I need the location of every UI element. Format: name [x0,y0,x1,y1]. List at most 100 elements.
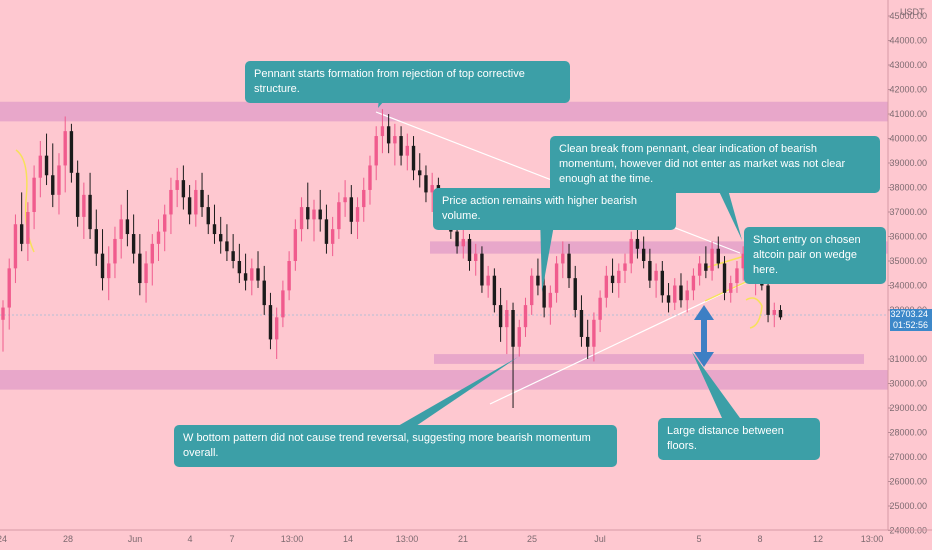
candle-body [57,165,61,195]
price-tick-label: 36000.00 [889,232,927,242]
candle-body [610,275,615,284]
candle [418,153,422,188]
candle-body [654,270,658,281]
candle-body [393,136,397,144]
price-tick-label: 43000.00 [889,60,927,70]
candle [138,234,142,296]
candle [287,251,291,301]
price-tick-label: 42000.00 [889,85,927,95]
candle-body [324,219,329,244]
candle [729,275,733,303]
candle-body [641,248,646,261]
zone-band [0,101,888,122]
candle [256,251,260,288]
candle-body [480,253,484,286]
candle-body [548,292,553,308]
candle-body [343,197,347,203]
time-axis[interactable]: 24 28 Jun 4 7 13:00 14 13:00 21 25 Jul 5 8 12 13:00 [0,529,932,544]
candle [362,177,366,222]
time-tick-label: 13:00 [396,534,419,544]
candle [530,268,534,315]
wedge-lower-line [704,280,749,302]
time-tick-label: 4 [187,534,192,544]
candle [660,261,665,303]
candle [480,246,484,293]
candle-body [169,189,173,215]
candle-body [7,268,11,308]
candle [343,180,347,217]
candle [405,133,409,171]
time-tick-label: Jul [594,534,606,544]
time-tick-label: 7 [229,534,234,544]
candle-body [113,238,117,264]
candle [299,197,304,242]
candle-body [38,155,43,178]
candle-body [362,189,366,208]
candle [536,258,540,296]
candle [125,189,130,247]
candle [393,123,397,166]
candle [231,234,235,269]
candle [318,189,322,232]
candle-body [604,275,609,298]
candle-body [424,175,428,193]
candle-body [679,285,683,301]
candle-body [554,263,559,293]
candle [293,219,298,271]
candle-body [138,253,142,284]
candle [380,109,385,154]
candle [741,246,745,281]
candle-body [386,126,391,144]
candle [181,165,186,210]
price-tick-label: 35000.00 [889,256,927,266]
candle [88,172,92,239]
candle-body [131,234,136,254]
candle [629,231,633,274]
time-tick-label: 28 [63,534,73,544]
time-tick-label: 5 [696,534,701,544]
candle-body [399,136,403,156]
candle [486,265,490,298]
candle-body [250,268,254,281]
price-tick-label: 34000.00 [889,281,927,291]
price-tick-label: 38000.00 [889,183,927,193]
candle [511,302,515,408]
price-tick-label: 45000.00 [889,11,927,21]
candle-body [107,263,111,279]
candle [710,241,714,281]
candle-body [474,253,478,261]
candle [32,165,36,230]
candle [623,253,627,284]
price-axis[interactable]: 46000.0045000.0044000.0043000.0042000.00… [887,0,927,536]
candle [554,256,559,303]
candle [107,246,111,301]
candle-body [716,248,720,264]
price-tick-label: 44000.00 [889,36,927,46]
price-tick-label: 37000.00 [889,207,927,217]
candle-body [330,229,335,244]
candle-body [666,295,671,303]
candle [144,251,148,303]
candle [312,199,316,242]
annotation-price-action: Price action remains with higher bearish… [433,188,676,230]
time-tick-label: 14 [343,534,353,544]
candle [250,258,254,296]
candle [610,258,615,293]
candle [573,265,577,318]
candle [716,236,720,269]
candle-body [268,305,273,340]
candle [592,312,596,362]
annotation-w-bottom: W bottom pattern did not cause trend rev… [174,425,617,467]
candle [399,126,403,166]
distance-arrow [694,305,714,367]
candle [604,265,609,308]
candle [349,185,354,235]
candle-body [13,224,18,269]
candle [722,256,727,301]
candle-body [697,263,702,276]
candle-body [374,136,378,166]
candle-body [312,209,316,220]
candle-body [778,310,783,318]
candle-body [194,189,198,215]
